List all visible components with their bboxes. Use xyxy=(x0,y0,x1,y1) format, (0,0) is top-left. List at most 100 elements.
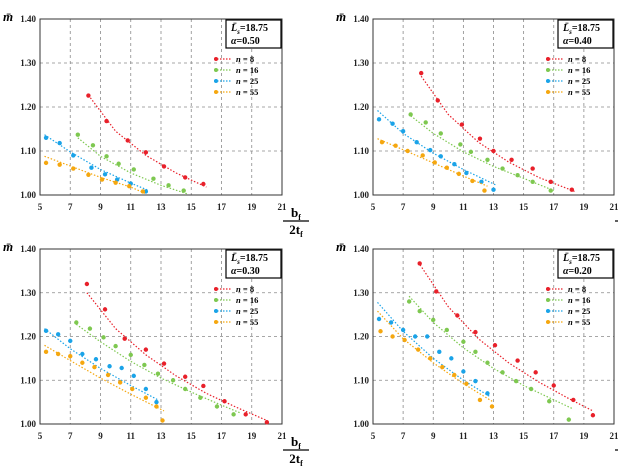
data-point xyxy=(102,172,108,177)
y-tick-label: 1.10 xyxy=(353,375,369,385)
fit-curve-series-2 xyxy=(77,137,189,195)
data-point xyxy=(201,383,206,389)
data-point xyxy=(104,118,109,124)
info-box xyxy=(557,19,614,49)
info-alpha: α=0.30 xyxy=(231,266,260,277)
legend-n: n xyxy=(236,87,241,97)
data-point xyxy=(405,148,410,154)
data-point xyxy=(131,167,136,172)
data-point xyxy=(428,147,433,153)
legend-label-1: n = 8 xyxy=(236,284,254,294)
data-point xyxy=(402,337,407,343)
y-tick-label: 1.30 xyxy=(20,58,36,68)
data-point xyxy=(93,357,99,362)
data-point xyxy=(57,162,62,167)
data-point xyxy=(431,317,436,323)
x-tick-label: 17 xyxy=(549,202,559,212)
x-tick-label: 17 xyxy=(217,202,227,212)
x-tick-label: 15 xyxy=(187,202,197,212)
data-point xyxy=(143,150,149,155)
data-point xyxy=(43,349,49,355)
data-point xyxy=(55,332,61,337)
x-tick-label: 9 xyxy=(431,202,436,212)
info-ls-symbol: L̄ xyxy=(230,23,237,34)
legend-marker-2 xyxy=(214,68,218,72)
legend-marker-1 xyxy=(546,57,550,61)
legend-marker-3 xyxy=(214,79,218,83)
data-point xyxy=(160,418,165,423)
data-point xyxy=(181,188,186,193)
data-point xyxy=(89,165,94,170)
data-point xyxy=(569,187,575,192)
legend-label-3: n = 25 xyxy=(568,306,590,316)
data-point xyxy=(473,329,478,335)
fit-curve-series-2 xyxy=(408,295,573,409)
x-tick-label: 15 xyxy=(519,202,529,212)
x-tick-label: 19 xyxy=(579,431,589,441)
data-point xyxy=(477,136,483,141)
chart-panel-3: 5 7 9 11 13 15 17 19 21 1.00 1.10 1.20 1.30 1.40 L̄s=1… xyxy=(3,239,309,468)
data-point xyxy=(530,166,535,171)
data-point xyxy=(468,149,474,155)
data-point xyxy=(455,313,460,318)
legend-marker-4 xyxy=(214,90,218,94)
data-point xyxy=(590,413,596,418)
x-label-b: b xyxy=(291,205,298,220)
y-tick-label: 1.40 xyxy=(20,14,36,24)
y-tick-label: 1.20 xyxy=(353,102,369,112)
legend-value: = 25 xyxy=(573,76,591,86)
data-point xyxy=(452,162,457,167)
data-point xyxy=(376,316,382,322)
data-point xyxy=(113,343,118,349)
fit-curve-series-3 xyxy=(377,110,497,186)
legend-n: n xyxy=(568,317,573,327)
data-point xyxy=(128,352,133,358)
data-point xyxy=(513,378,519,384)
legend-marker-2 xyxy=(214,298,218,302)
y-tick-label: 1.30 xyxy=(20,288,36,298)
data-point xyxy=(102,307,108,312)
info-box xyxy=(557,249,614,279)
data-point xyxy=(419,70,424,76)
data-point xyxy=(571,397,576,403)
data-point xyxy=(452,372,457,378)
fit-curve-series-3 xyxy=(44,134,150,192)
info-ls-value: =18.75 xyxy=(572,23,600,34)
data-point xyxy=(116,161,121,166)
x-tick-label: 11 xyxy=(459,431,468,441)
data-point xyxy=(183,386,188,392)
data-point xyxy=(470,178,475,184)
y-axis-label: m̄ xyxy=(336,239,346,254)
data-point xyxy=(101,335,106,340)
data-point xyxy=(390,121,395,126)
legend-n: n xyxy=(568,284,573,294)
chart-panel-2: 5 7 9 11 13 15 17 19 21 1.00 1.10 1.20 1.30 1.40 L̄s=1… xyxy=(336,9,618,222)
data-point xyxy=(408,112,413,117)
data-point xyxy=(143,347,149,352)
plot-frame xyxy=(39,18,283,196)
data-point xyxy=(183,374,188,379)
data-point xyxy=(459,122,465,127)
legend-label-1: n = 8 xyxy=(568,54,586,64)
x-tick-label: 17 xyxy=(549,431,559,441)
data-point xyxy=(74,320,79,325)
data-point xyxy=(438,154,443,159)
x-tick-label: 19 xyxy=(247,202,257,212)
data-point xyxy=(444,165,450,170)
data-point xyxy=(183,175,188,180)
fit-curve-series-4 xyxy=(44,155,147,195)
data-point xyxy=(477,397,483,403)
legend-label-2: n = 16 xyxy=(236,65,258,75)
info-box xyxy=(225,19,282,49)
legend-marker-1 xyxy=(214,57,218,61)
y-tick-label: 1.20 xyxy=(20,332,36,342)
data-point xyxy=(434,289,439,294)
x-axis-label-numerator: bf xyxy=(291,205,301,222)
data-point xyxy=(55,351,61,357)
x-tick-label: 11 xyxy=(126,431,135,441)
data-point xyxy=(464,381,469,386)
data-point xyxy=(122,336,127,341)
legend-n: n xyxy=(236,65,241,75)
data-point xyxy=(198,395,203,400)
x-label-2t-sub: f xyxy=(300,459,303,468)
